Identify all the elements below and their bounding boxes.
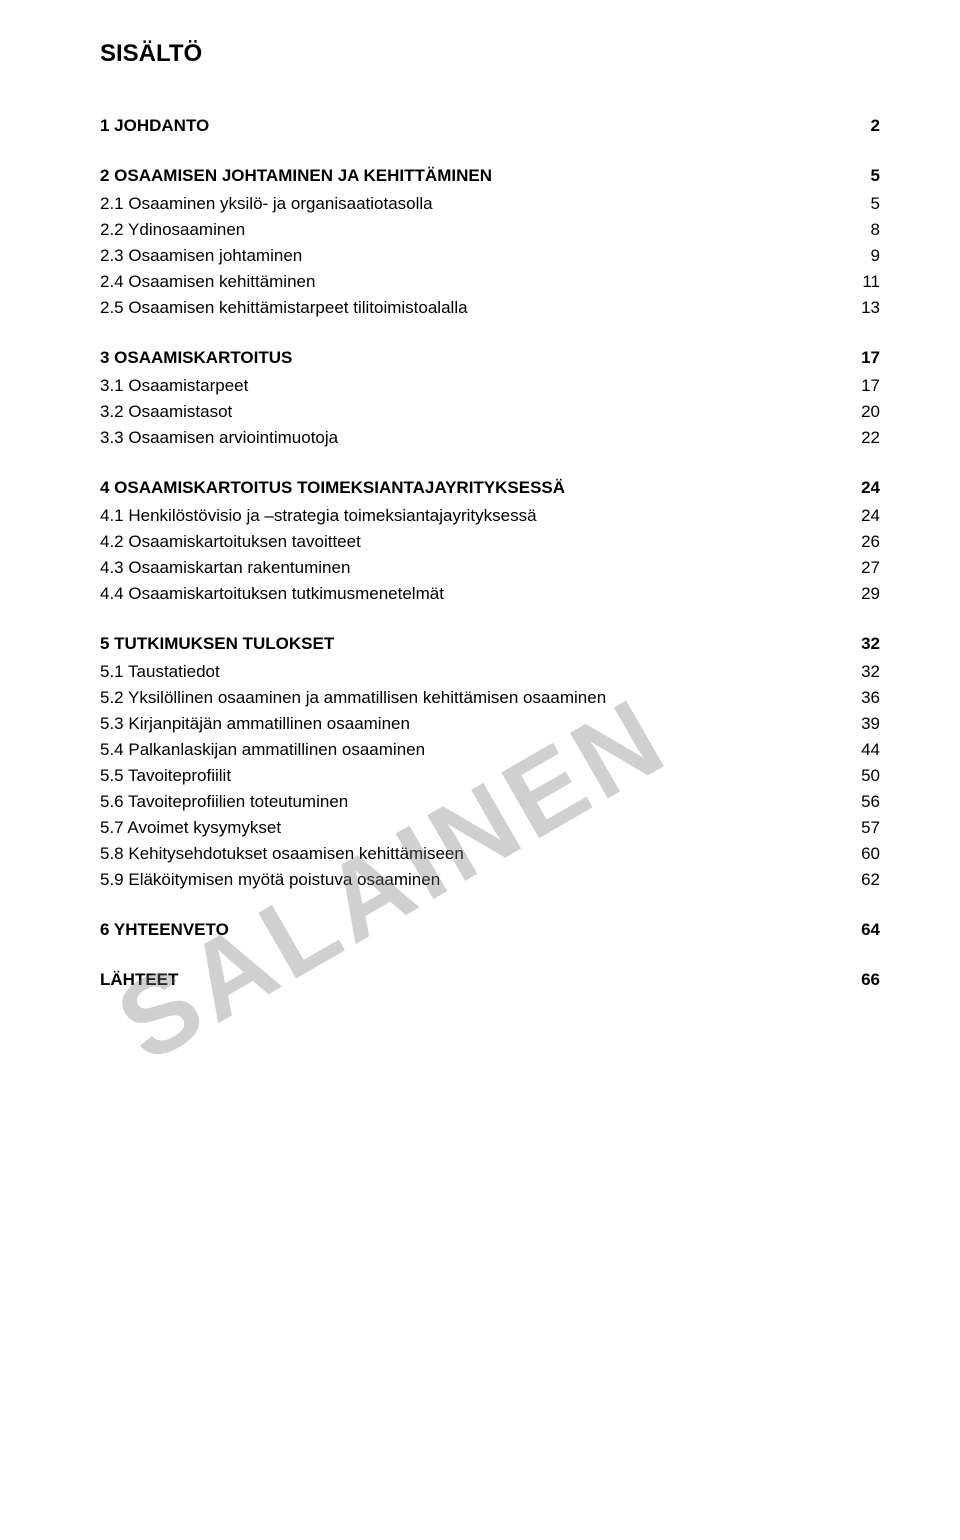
toc-section: 2 OSAAMISEN JOHTAMINEN JA KEHITTÄMINEN 5	[100, 166, 880, 186]
toc-page: 26	[840, 532, 880, 552]
toc-label: 2.2 Ydinosaaminen	[100, 220, 840, 240]
toc-label: 5.6 Tavoiteprofiilien toteutuminen	[100, 792, 840, 812]
toc-page: 9	[840, 246, 880, 266]
toc-sub: 4.1 Henkilöstövisio ja –strategia toimek…	[100, 506, 880, 526]
toc-page: 17	[840, 348, 880, 368]
toc-label: 5.2 Yksilöllinen osaaminen ja ammatillis…	[100, 688, 840, 708]
toc-section: 1 JOHDANTO 2	[100, 116, 880, 136]
toc-label: 5.8 Kehitysehdotukset osaamisen kehittäm…	[100, 844, 840, 864]
toc-page: 24	[840, 478, 880, 498]
toc-label: 1 JOHDANTO	[100, 116, 840, 136]
toc-page: 50	[840, 766, 880, 786]
toc-sub: 2.3 Osaamisen johtaminen 9	[100, 246, 880, 266]
toc-section: 5 TUTKIMUKSEN TULOKSET 32	[100, 634, 880, 654]
toc-page: 27	[840, 558, 880, 578]
toc-page: 11	[840, 272, 880, 292]
toc-page: 13	[840, 298, 880, 318]
toc-section: LÄHTEET 66	[100, 970, 880, 990]
toc-page: 32	[840, 634, 880, 654]
toc-label: 5.1 Taustatiedot	[100, 662, 840, 682]
toc-page: 29	[840, 584, 880, 604]
toc-page: 36	[840, 688, 880, 708]
toc-sub: 5.1 Taustatiedot 32	[100, 662, 880, 682]
toc-label: 2.1 Osaaminen yksilö- ja organisaatiotas…	[100, 194, 840, 214]
toc-label: 3.3 Osaamisen arviointimuotoja	[100, 428, 840, 448]
document-page: SISÄLTÖ 1 JOHDANTO 2 2 OSAAMISEN JOHTAMI…	[0, 0, 960, 1540]
toc-page: 32	[840, 662, 880, 682]
toc-page: 8	[840, 220, 880, 240]
toc-label: 3.1 Osaamistarpeet	[100, 376, 840, 396]
toc-page: 44	[840, 740, 880, 760]
toc-label: 3 OSAAMISKARTOITUS	[100, 348, 840, 368]
toc-page: 17	[840, 376, 880, 396]
toc-sub: 5.4 Palkanlaskijan ammatillinen osaamine…	[100, 740, 880, 760]
toc-label: 3.2 Osaamistasot	[100, 402, 840, 422]
toc-sub: 2.4 Osaamisen kehittäminen 11	[100, 272, 880, 292]
toc-label: 5.3 Kirjanpitäjän ammatillinen osaaminen	[100, 714, 840, 734]
toc-page: 20	[840, 402, 880, 422]
toc-sub: 5.2 Yksilöllinen osaaminen ja ammatillis…	[100, 688, 880, 708]
toc-label: 4.1 Henkilöstövisio ja –strategia toimek…	[100, 506, 840, 526]
toc-sub: 5.5 Tavoiteprofiilit 50	[100, 766, 880, 786]
page-title: SISÄLTÖ	[100, 40, 880, 68]
toc-sub: 5.9 Eläköitymisen myötä poistuva osaamin…	[100, 870, 880, 890]
toc-label: 2.3 Osaamisen johtaminen	[100, 246, 840, 266]
toc-page: 5	[840, 194, 880, 214]
toc-label: 5 TUTKIMUKSEN TULOKSET	[100, 634, 840, 654]
toc-label: 4 OSAAMISKARTOITUS TOIMEKSIANTAJAYRITYKS…	[100, 478, 840, 498]
toc-sub: 2.5 Osaamisen kehittämistarpeet tilitoim…	[100, 298, 880, 318]
toc-sub: 5.3 Kirjanpitäjän ammatillinen osaaminen…	[100, 714, 880, 734]
toc-label: LÄHTEET	[100, 970, 840, 990]
toc-section: 6 YHTEENVETO 64	[100, 920, 880, 940]
toc-label: 5.9 Eläköitymisen myötä poistuva osaamin…	[100, 870, 840, 890]
toc-page: 2	[840, 116, 880, 136]
toc-label: 6 YHTEENVETO	[100, 920, 840, 940]
toc-label: 2.4 Osaamisen kehittäminen	[100, 272, 840, 292]
toc-page: 60	[840, 844, 880, 864]
toc-label: 2 OSAAMISEN JOHTAMINEN JA KEHITTÄMINEN	[100, 166, 840, 186]
toc-label: 4.4 Osaamiskartoituksen tutkimusmenetelm…	[100, 584, 840, 604]
toc-sub: 4.4 Osaamiskartoituksen tutkimusmenetelm…	[100, 584, 880, 604]
toc-section: 4 OSAAMISKARTOITUS TOIMEKSIANTAJAYRITYKS…	[100, 478, 880, 498]
toc-list: 1 JOHDANTO 2 2 OSAAMISEN JOHTAMINEN JA K…	[100, 116, 880, 990]
toc-sub: 2.2 Ydinosaaminen 8	[100, 220, 880, 240]
toc-sub: 2.1 Osaaminen yksilö- ja organisaatiotas…	[100, 194, 880, 214]
toc-sub: 5.6 Tavoiteprofiilien toteutuminen 56	[100, 792, 880, 812]
toc-sub: 3.2 Osaamistasot 20	[100, 402, 880, 422]
toc-page: 56	[840, 792, 880, 812]
toc-page: 66	[840, 970, 880, 990]
toc-section: 3 OSAAMISKARTOITUS 17	[100, 348, 880, 368]
toc-sub: 5.8 Kehitysehdotukset osaamisen kehittäm…	[100, 844, 880, 864]
toc-page: 5	[840, 166, 880, 186]
toc-label: 5.4 Palkanlaskijan ammatillinen osaamine…	[100, 740, 840, 760]
toc-sub: 4.3 Osaamiskartan rakentuminen 27	[100, 558, 880, 578]
toc-sub: 5.7 Avoimet kysymykset 57	[100, 818, 880, 838]
toc-page: 64	[840, 920, 880, 940]
toc-label: 5.5 Tavoiteprofiilit	[100, 766, 840, 786]
toc-sub: 3.3 Osaamisen arviointimuotoja 22	[100, 428, 880, 448]
toc-page: 39	[840, 714, 880, 734]
toc-page: 24	[840, 506, 880, 526]
toc-page: 62	[840, 870, 880, 890]
toc-page: 57	[840, 818, 880, 838]
toc-sub: 3.1 Osaamistarpeet 17	[100, 376, 880, 396]
toc-page: 22	[840, 428, 880, 448]
toc-label: 4.3 Osaamiskartan rakentuminen	[100, 558, 840, 578]
toc-label: 5.7 Avoimet kysymykset	[100, 818, 840, 838]
toc-label: 2.5 Osaamisen kehittämistarpeet tilitoim…	[100, 298, 840, 318]
toc-sub: 4.2 Osaamiskartoituksen tavoitteet 26	[100, 532, 880, 552]
toc-label: 4.2 Osaamiskartoituksen tavoitteet	[100, 532, 840, 552]
